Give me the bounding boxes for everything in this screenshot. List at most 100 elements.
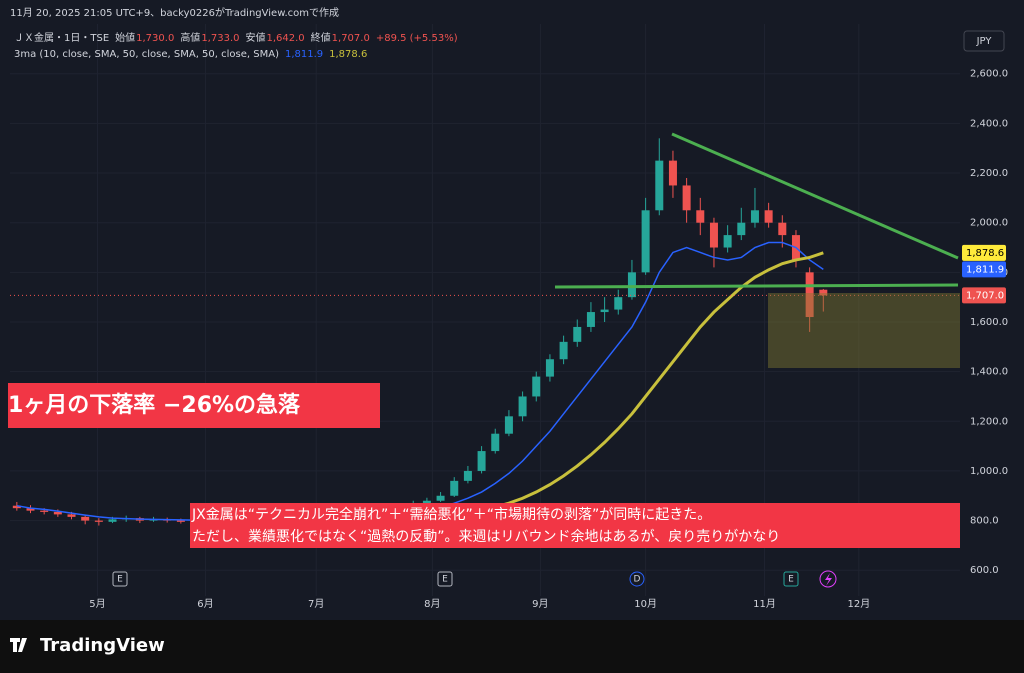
candle-body	[532, 376, 541, 397]
target-box	[768, 293, 960, 368]
legend-text: 1,730.0	[136, 33, 174, 44]
candle-body	[26, 508, 35, 511]
currency-button[interactable]	[963, 30, 1005, 52]
logo: TradingView	[10, 635, 165, 656]
event-label: D	[634, 575, 641, 585]
footer-bg	[0, 620, 1024, 673]
legend-text: 安値	[245, 31, 265, 44]
logo-mark	[10, 638, 27, 652]
candle-body	[709, 222, 718, 248]
candle-body	[40, 510, 49, 512]
event-label: E	[442, 575, 448, 585]
price-tag-label: 1,878.6	[966, 248, 1004, 259]
x-tick-label: 6月	[197, 598, 213, 610]
y-tick-label: 2,200.0	[970, 168, 1008, 179]
candle-body	[723, 235, 732, 248]
currency: JPY	[976, 36, 993, 47]
candle-body	[491, 433, 500, 452]
candle-body	[504, 416, 513, 434]
candle-body	[682, 185, 691, 211]
candle-body	[778, 222, 787, 236]
price-tag	[962, 287, 1006, 304]
candle-body	[573, 326, 582, 342]
caption: 11月 20, 2025 21:05 UTC+9、backy0226がTradi…	[10, 6, 339, 19]
event-marker	[437, 571, 453, 587]
legend-text: 始値	[115, 31, 135, 44]
y-tick-label: 1,200.0	[970, 416, 1008, 427]
logo-text: TradingView	[40, 635, 165, 656]
candle-body	[668, 160, 677, 186]
legend-text: 1,733.0	[201, 33, 239, 44]
headline-box	[8, 383, 380, 428]
trendline	[671, 132, 959, 260]
candle-body	[477, 451, 486, 471]
legend-text: 終値	[311, 31, 331, 44]
legend-text: ＪＸ金属・1日・TSE	[14, 31, 109, 44]
indicator-value: 1,878.6	[329, 49, 367, 60]
note-box	[190, 503, 960, 548]
candle-body	[819, 289, 828, 296]
note-line: ただし、業績悪化ではなく“過熱の反動”。来週はリバウンド余地はあるが、戻り売りが…	[192, 528, 780, 545]
candle-body	[422, 500, 431, 504]
candle-body	[750, 210, 759, 223]
y-tick-label: 600.0	[970, 565, 999, 576]
x-tick-label: 5月	[89, 598, 105, 610]
candle-body	[805, 272, 814, 318]
price-tag-label: 1,707.0	[966, 290, 1004, 301]
headline: 1ヶ月の下落率 −26%の急落	[8, 392, 301, 418]
x-tick-label: 12月	[847, 598, 870, 610]
y-tick-label: 1,000.0	[970, 466, 1008, 477]
x-tick-label: 7月	[308, 598, 324, 610]
support-line	[554, 283, 959, 289]
candle-body	[94, 520, 103, 522]
candle-body	[545, 359, 554, 377]
candle-body	[463, 470, 472, 481]
legend-text: 高値	[180, 31, 200, 44]
candle-body	[176, 520, 185, 522]
x-tick-label: 9月	[532, 598, 548, 610]
candle-body	[600, 309, 609, 313]
candle-body	[81, 516, 90, 521]
candle-body	[53, 511, 62, 515]
candle-body	[696, 210, 705, 223]
candle-body	[12, 505, 21, 509]
indicator-value: 1,811.9	[285, 49, 323, 60]
lightning	[825, 573, 832, 586]
y-tick-label: 2,600.0	[970, 69, 1008, 80]
candle-body	[108, 519, 117, 522]
legend-text: +89.5 (+5.53%)	[376, 33, 458, 44]
candle-body	[436, 495, 445, 501]
candle-body	[655, 160, 664, 211]
candle-body	[559, 341, 568, 360]
event-marker	[783, 571, 799, 587]
price-tag	[962, 261, 1006, 278]
candle-body	[67, 514, 76, 517]
candle-body	[737, 222, 746, 236]
candle-body	[641, 210, 650, 273]
y-tick-label: 2,000.0	[970, 218, 1008, 229]
legend-text: 1,642.0	[266, 33, 304, 44]
x-tick-label: 10月	[634, 598, 657, 610]
y-tick-label: 800.0	[970, 516, 999, 527]
candle-body	[627, 272, 636, 298]
candle-body	[764, 210, 773, 223]
event-marker	[629, 571, 645, 587]
legend-text: 1,707.0	[332, 33, 370, 44]
dividend-icon[interactable]	[819, 570, 837, 588]
event-label: E	[788, 575, 794, 585]
price-tag	[962, 244, 1006, 261]
note-line: JX金属は“テクニカル完全崩れ”＋“需給悪化”＋“市場期待の剥落”が同時に起きた…	[191, 506, 711, 523]
y-tick-label: 1,400.0	[970, 367, 1008, 378]
y-tick-label: 2,400.0	[970, 118, 1008, 129]
price-tag-label: 1,811.9	[966, 264, 1004, 275]
event-label: E	[117, 575, 123, 585]
indicator-name: 3ma (10, close, SMA, 50, close, SMA, 50,…	[14, 49, 279, 60]
candle-body	[614, 297, 623, 310]
x-tick-label: 8月	[424, 598, 440, 610]
candle-body	[586, 312, 595, 327]
candle-body	[518, 396, 527, 417]
candle-body	[450, 480, 459, 496]
